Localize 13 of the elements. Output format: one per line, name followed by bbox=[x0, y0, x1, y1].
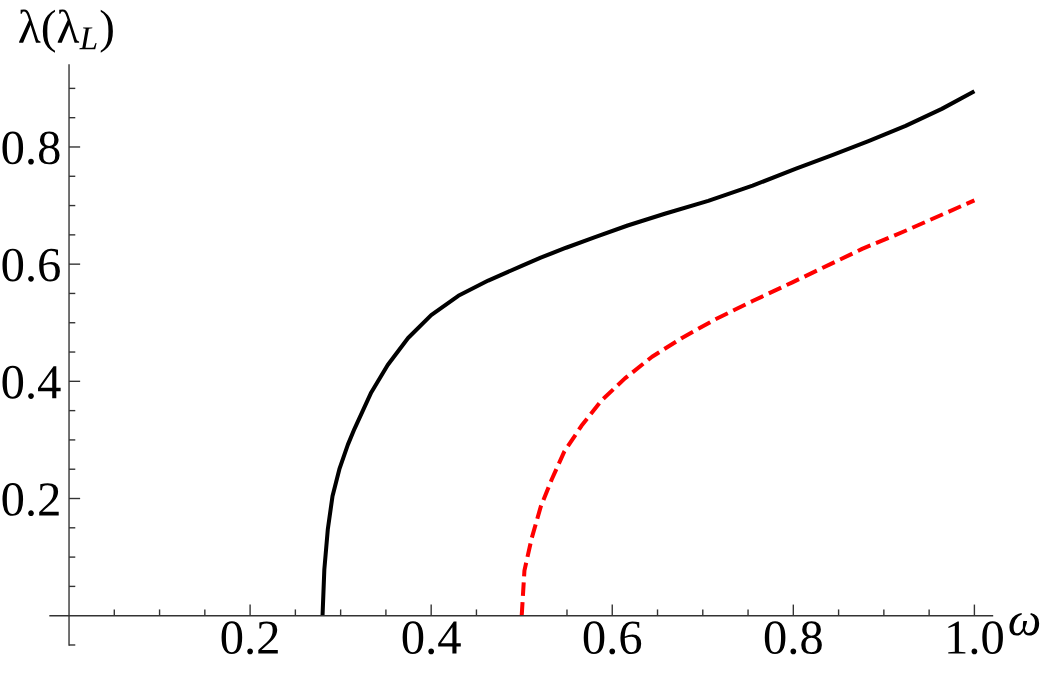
x-axis-title: ω bbox=[1009, 612, 1040, 636]
x-tick-label: 0.6 bbox=[583, 621, 642, 655]
line-series bbox=[519, 198, 977, 618]
x-tick-label: 1.0 bbox=[948, 621, 1003, 655]
x-tick-label: 0.2 bbox=[221, 621, 278, 655]
x-tick-label: 0.8 bbox=[764, 621, 822, 655]
y-tick-label: 0.2 bbox=[2, 483, 59, 517]
y-tick-label: 0.8 bbox=[2, 131, 60, 165]
x-tick-label: 0.4 bbox=[402, 621, 461, 655]
y-tick-label: 0.6 bbox=[2, 248, 60, 282]
y-axis-title: λ(λ$_{L}$) bbox=[19, 9, 113, 53]
y-tick-label: 0.4 bbox=[2, 365, 61, 399]
line-series bbox=[320, 89, 977, 618]
